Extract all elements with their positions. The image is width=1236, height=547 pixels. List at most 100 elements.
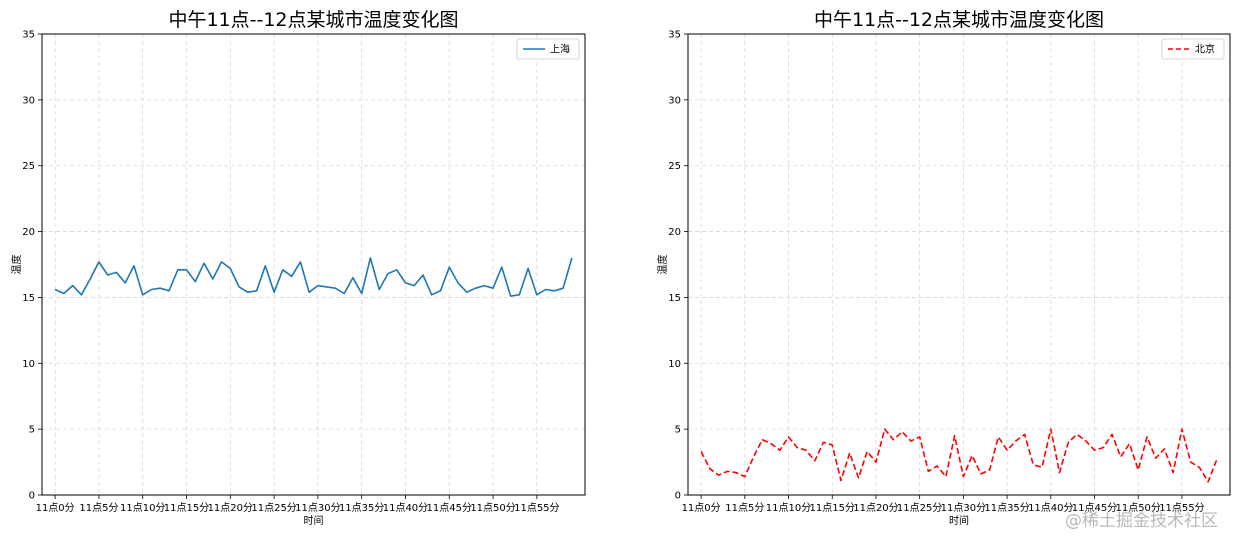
legend: 北京 xyxy=(1161,38,1225,60)
data-point xyxy=(1163,448,1165,450)
data-point xyxy=(325,286,327,288)
data-point xyxy=(150,288,152,290)
chart-title: 中午11点--12点某城市温度变化图 xyxy=(168,9,458,31)
y-tick-label: 0 xyxy=(675,491,681,502)
data-point xyxy=(1137,469,1139,471)
data-point xyxy=(779,449,781,451)
chart-panel-2: 中午11点--12点某城市温度变化图 0 5 10 15 20 25 30 35 11点0分 11点… xyxy=(656,9,1231,527)
data-point xyxy=(1041,466,1043,468)
x-tick-label: 11点30分 xyxy=(295,502,340,514)
x-tick-label: 11点40分 xyxy=(383,502,428,514)
legend-box xyxy=(516,38,580,60)
data-point xyxy=(1006,449,1008,451)
x-tick-label: 11点50分 xyxy=(470,502,515,514)
data-point xyxy=(1155,457,1157,459)
data-point xyxy=(369,257,371,259)
data-point xyxy=(1120,456,1122,458)
data-point xyxy=(168,290,170,292)
data-point xyxy=(919,436,921,438)
x-tick-label: 11点10分 xyxy=(120,502,165,514)
data-point xyxy=(553,290,555,292)
x-axis-label: 时间 xyxy=(949,514,969,527)
y-tick-label: 30 xyxy=(22,95,35,106)
data-point xyxy=(805,449,807,451)
data-point xyxy=(1058,471,1060,473)
data-point xyxy=(282,269,284,271)
data-point xyxy=(396,269,398,271)
data-point xyxy=(159,287,161,289)
data-point xyxy=(1032,464,1034,466)
data-point xyxy=(770,442,772,444)
data-point xyxy=(194,280,196,282)
data-point xyxy=(89,278,91,280)
plot-frame xyxy=(687,33,1231,496)
data-point xyxy=(212,278,214,280)
data-point xyxy=(492,287,494,289)
data-point xyxy=(474,287,476,289)
y-tick-label: 25 xyxy=(668,161,681,172)
data-point xyxy=(238,286,240,288)
data-point xyxy=(98,261,100,263)
data-point xyxy=(536,294,538,296)
data-point xyxy=(709,468,711,470)
data-point xyxy=(1015,440,1017,442)
x-tick-label: 11点0分 xyxy=(682,502,721,514)
data-point xyxy=(910,440,912,442)
x-tick-label: 11点40分 xyxy=(1028,502,1073,514)
data-point xyxy=(220,261,222,263)
data-point xyxy=(63,292,65,294)
y-tick-label: 35 xyxy=(668,30,681,41)
data-point xyxy=(953,435,955,437)
x-tick-label: 11点50分 xyxy=(1115,502,1160,514)
y-tick-label: 15 xyxy=(22,293,35,304)
y-tick-label: 10 xyxy=(22,359,35,370)
x-tick-label: 11点5分 xyxy=(725,502,764,514)
data-point xyxy=(840,479,842,481)
data-point xyxy=(761,439,763,441)
data-point xyxy=(290,275,292,277)
data-point xyxy=(133,265,135,267)
data-point xyxy=(255,290,257,292)
y-tick-label: 20 xyxy=(668,227,681,238)
data-point xyxy=(571,257,573,259)
data-point xyxy=(988,469,990,471)
data-point xyxy=(980,473,982,475)
legend-label: 北京 xyxy=(1195,43,1215,56)
series-line-2-1 xyxy=(700,428,1218,483)
y-tick-label: 10 xyxy=(668,359,681,370)
data-point xyxy=(273,291,275,293)
data-point xyxy=(466,291,468,293)
x-axis-label: 时间 xyxy=(304,514,324,527)
x-tick-label: 11点35分 xyxy=(339,502,384,514)
x-tick-label: 11点15分 xyxy=(810,502,855,514)
data-point xyxy=(72,284,74,286)
data-point xyxy=(177,269,179,271)
data-point xyxy=(752,456,754,458)
data-point xyxy=(54,288,56,290)
data-point xyxy=(378,288,380,290)
chart-panel-1: 中午11点--12点某城市温度变化图 0 5 10 15 20 25 30 35 11点0分 11点… xyxy=(10,9,586,527)
y-axis-label: 温度 xyxy=(10,255,23,275)
data-point xyxy=(562,287,564,289)
x-tick-label: 11点55分 xyxy=(1159,502,1204,514)
data-point xyxy=(264,265,266,267)
data-point xyxy=(1190,461,1192,463)
y-axis-label: 温度 xyxy=(656,255,669,275)
x-tick-label: 11点20分 xyxy=(853,502,898,514)
chart-title: 中午11点--12点某城市温度变化图 xyxy=(814,9,1104,31)
data-point xyxy=(901,431,903,433)
data-point xyxy=(229,267,231,269)
data-point xyxy=(971,454,973,456)
data-point xyxy=(413,284,415,286)
data-point xyxy=(334,287,336,289)
x-tick-label: 11点55分 xyxy=(514,502,559,514)
x-tick-label: 11点5分 xyxy=(79,502,118,514)
x-tick-label: 11点45分 xyxy=(1072,502,1117,514)
data-point xyxy=(1207,481,1209,483)
y-tick-label: 15 xyxy=(668,293,681,304)
data-point xyxy=(735,471,737,473)
data-point xyxy=(700,450,702,452)
data-point xyxy=(518,294,520,296)
data-point xyxy=(945,475,947,477)
